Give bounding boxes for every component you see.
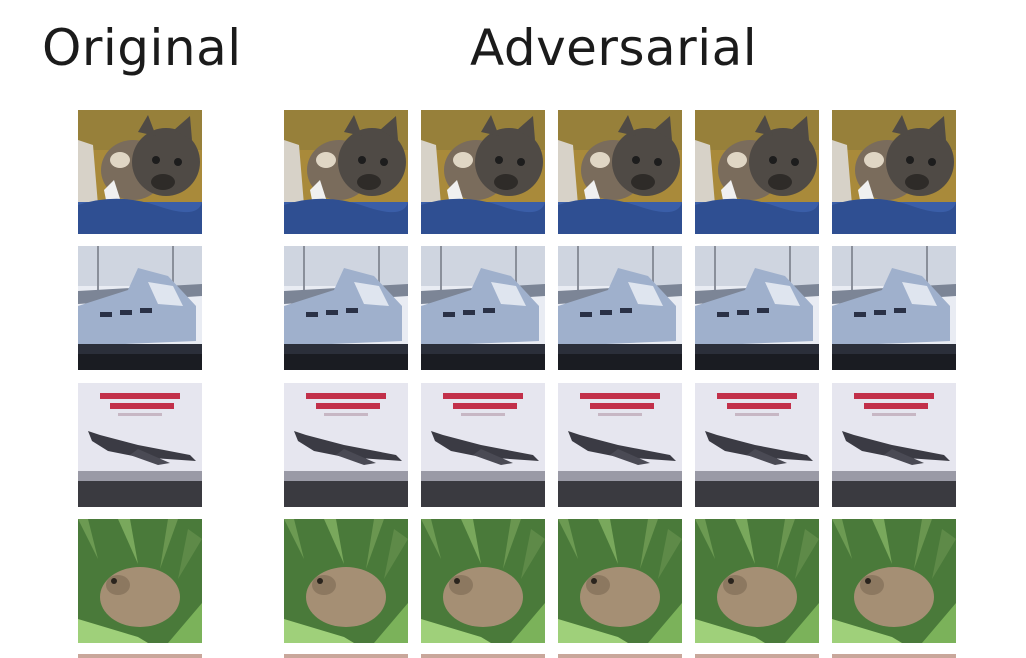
partial-image-row <box>284 654 408 658</box>
adversarial-image-airplane <box>558 383 682 507</box>
partial-image-row <box>695 654 819 658</box>
adversarial-image-airplane <box>832 383 956 507</box>
adversarial-image-airplane <box>695 383 819 507</box>
adversarial-image-frog <box>695 519 819 643</box>
heading-adversarial: Adversarial <box>470 19 758 77</box>
adversarial-image-cat <box>558 110 682 234</box>
adversarial-image-ship <box>421 246 545 370</box>
adversarial-image-frog <box>558 519 682 643</box>
adversarial-image-ship <box>284 246 408 370</box>
adversarial-image-airplane <box>284 383 408 507</box>
adversarial-image-ship <box>695 246 819 370</box>
original-image-ship <box>78 246 202 370</box>
partial-image-row <box>421 654 545 658</box>
adversarial-image-cat <box>284 110 408 234</box>
partial-image-row <box>558 654 682 658</box>
partial-image-row <box>832 654 956 658</box>
adversarial-image-ship <box>558 246 682 370</box>
adversarial-image-frog <box>284 519 408 643</box>
adversarial-image-frog <box>421 519 545 643</box>
adversarial-image-airplane <box>421 383 545 507</box>
original-image-frog <box>78 519 202 643</box>
adversarial-image-cat <box>695 110 819 234</box>
partial-image-row <box>78 654 202 658</box>
original-image-cat <box>78 110 202 234</box>
original-image-airplane <box>78 383 202 507</box>
adversarial-image-cat <box>832 110 956 234</box>
adversarial-image-ship <box>832 246 956 370</box>
adversarial-image-frog <box>832 519 956 643</box>
heading-original: Original <box>42 19 242 77</box>
adversarial-image-cat <box>421 110 545 234</box>
